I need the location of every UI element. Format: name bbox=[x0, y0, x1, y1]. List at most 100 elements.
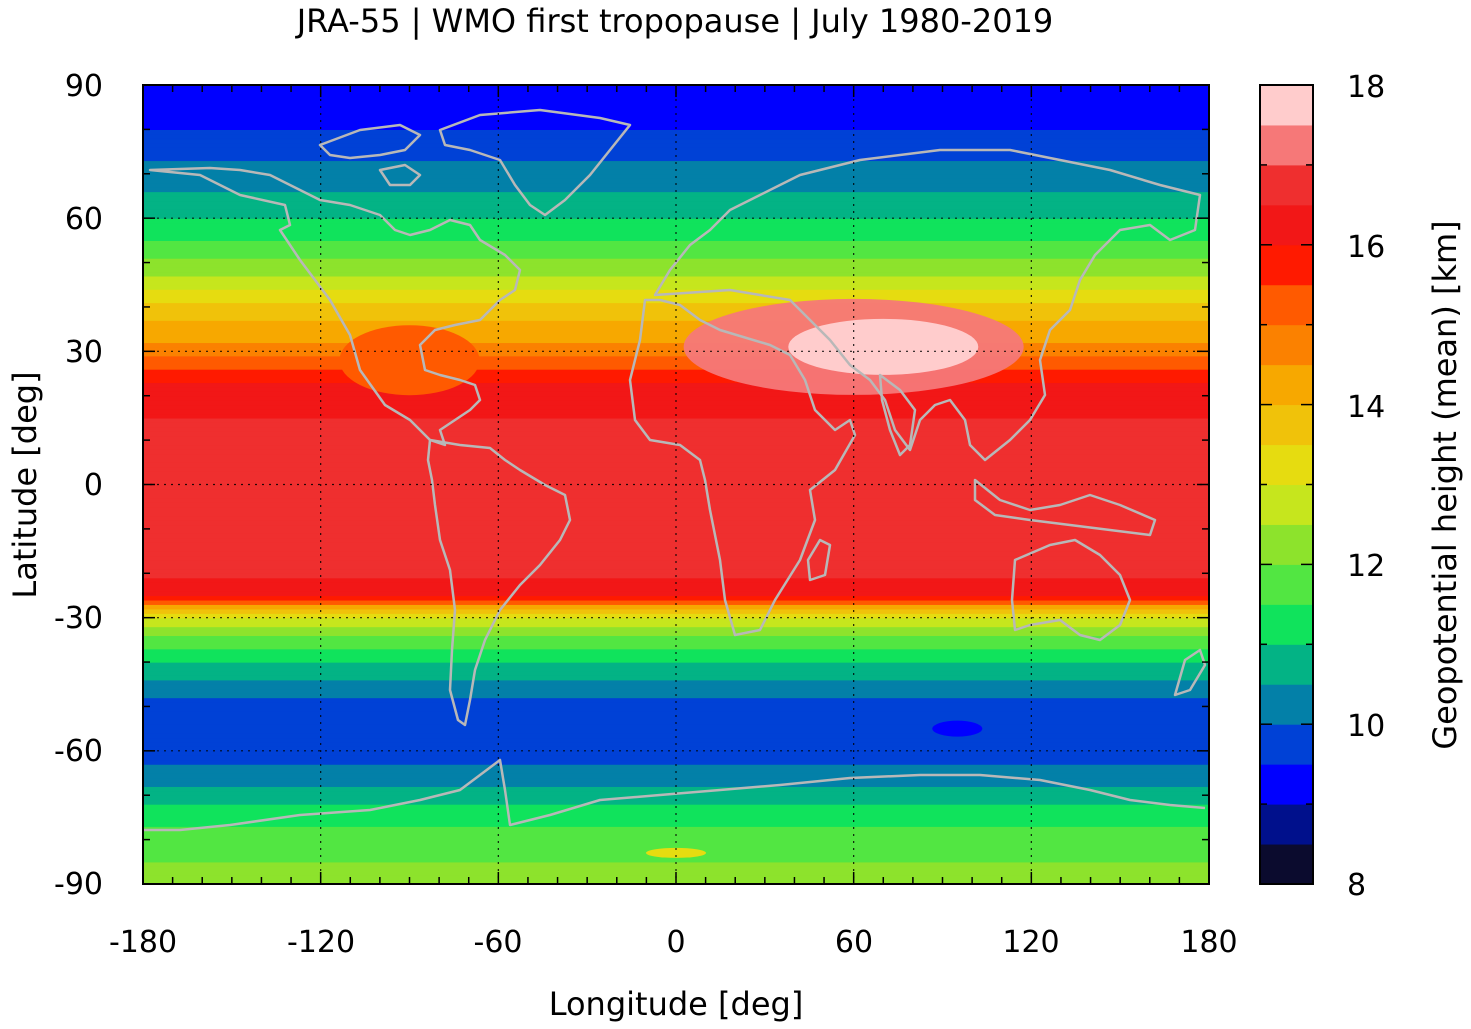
y-tick-label: 0 bbox=[84, 468, 103, 503]
height-band bbox=[143, 333, 1209, 339]
height-band bbox=[143, 213, 1209, 219]
colorbar-segment bbox=[1260, 85, 1313, 126]
colorbar-segment bbox=[1260, 844, 1313, 885]
height-band bbox=[143, 546, 1209, 552]
colorbar-segment bbox=[1260, 724, 1313, 765]
height-band bbox=[143, 422, 1209, 428]
height-band bbox=[143, 249, 1209, 255]
height-band bbox=[143, 564, 1209, 570]
height-band bbox=[143, 844, 1209, 850]
height-band bbox=[143, 857, 1209, 863]
height-band bbox=[143, 142, 1209, 148]
regional-anomalies bbox=[339, 298, 1024, 858]
antarctic-high bbox=[646, 847, 706, 858]
height-band bbox=[143, 351, 1209, 357]
height-band bbox=[143, 382, 1209, 388]
y-tick-label: -90 bbox=[54, 867, 103, 902]
height-band bbox=[143, 262, 1209, 268]
coastline-south-america bbox=[426, 438, 572, 727]
coastline-greenland bbox=[438, 108, 632, 217]
height-band bbox=[143, 551, 1209, 557]
height-band bbox=[143, 364, 1209, 370]
colorbar-tick-label: 16 bbox=[1347, 230, 1385, 265]
height-band bbox=[143, 240, 1209, 246]
colorbar-segment bbox=[1260, 764, 1313, 805]
colorbar-tick-label: 8 bbox=[1347, 868, 1366, 903]
height-band bbox=[143, 191, 1209, 197]
coastlines bbox=[143, 108, 1207, 832]
height-band bbox=[143, 502, 1209, 508]
x-tick-label: -120 bbox=[287, 925, 355, 960]
colorbar-segment bbox=[1260, 804, 1313, 845]
height-band bbox=[143, 156, 1209, 162]
height-band bbox=[143, 471, 1209, 477]
height-band bbox=[143, 338, 1209, 344]
height-band bbox=[143, 107, 1209, 113]
height-band bbox=[143, 764, 1209, 770]
height-band bbox=[143, 688, 1209, 694]
colorbar-segment bbox=[1260, 244, 1313, 286]
height-band bbox=[143, 227, 1209, 233]
y-tick-label: 30 bbox=[65, 335, 103, 370]
colorbar-tick-label: 14 bbox=[1347, 390, 1385, 425]
y-tick-labels: 90 60 30 0 -30 -60 -90 bbox=[54, 69, 103, 902]
coastline-indonesia bbox=[973, 478, 1157, 537]
coastline-arctic-islands bbox=[318, 123, 422, 187]
height-band bbox=[143, 675, 1209, 681]
height-band bbox=[143, 133, 1209, 139]
height-band bbox=[143, 204, 1209, 210]
frame-ticks bbox=[142, 84, 1210, 885]
height-band bbox=[143, 497, 1209, 503]
height-band bbox=[143, 271, 1209, 277]
coastline-australia bbox=[1010, 538, 1132, 642]
colorbar-segment bbox=[1260, 364, 1313, 406]
height-band bbox=[143, 284, 1209, 290]
height-band bbox=[143, 417, 1209, 423]
x-tick-label: 60 bbox=[835, 925, 873, 960]
height-band bbox=[143, 662, 1209, 668]
height-band bbox=[143, 684, 1209, 690]
colorbar-segment bbox=[1260, 404, 1313, 446]
height-band bbox=[143, 630, 1209, 637]
chart-title: JRA-55 | WMO first tropopause | July 198… bbox=[295, 2, 1054, 40]
height-band bbox=[143, 164, 1209, 170]
height-band bbox=[143, 821, 1209, 827]
x-tick-labels: -180 -120 -60 0 60 120 180 bbox=[109, 925, 1238, 960]
colorbar-tick-label: 18 bbox=[1347, 70, 1385, 105]
height-band bbox=[143, 773, 1209, 779]
height-band bbox=[143, 457, 1209, 463]
height-band bbox=[143, 604, 1209, 610]
height-band bbox=[143, 710, 1209, 716]
height-band bbox=[143, 169, 1209, 175]
coastline-new-zealand bbox=[1173, 648, 1207, 697]
height-band bbox=[143, 702, 1209, 708]
height-band bbox=[143, 506, 1209, 512]
height-band bbox=[143, 786, 1209, 792]
height-band bbox=[143, 346, 1209, 352]
height-band bbox=[143, 311, 1209, 317]
height-band bbox=[143, 750, 1209, 756]
colorbar-segment bbox=[1260, 324, 1313, 366]
southern-ocean-low bbox=[932, 720, 983, 737]
height-band bbox=[143, 360, 1209, 366]
height-band bbox=[143, 369, 1209, 375]
height-band bbox=[143, 298, 1209, 304]
height-band bbox=[143, 639, 1209, 645]
height-band bbox=[143, 102, 1209, 108]
coastline-india bbox=[878, 373, 917, 457]
height-band bbox=[143, 178, 1209, 184]
y-tick-label: 60 bbox=[65, 202, 103, 237]
coastline-north-america bbox=[148, 166, 522, 447]
height-band bbox=[143, 324, 1209, 330]
colorbar-segment bbox=[1260, 484, 1313, 525]
x-tick-label: 0 bbox=[666, 925, 685, 960]
colorbar bbox=[1260, 85, 1313, 885]
height-band bbox=[143, 151, 1209, 157]
height-band bbox=[143, 444, 1209, 450]
height-band bbox=[143, 409, 1209, 415]
colorbar-segment bbox=[1260, 604, 1313, 645]
height-band bbox=[143, 861, 1209, 867]
height-band bbox=[143, 466, 1209, 472]
height-band bbox=[143, 320, 1209, 326]
